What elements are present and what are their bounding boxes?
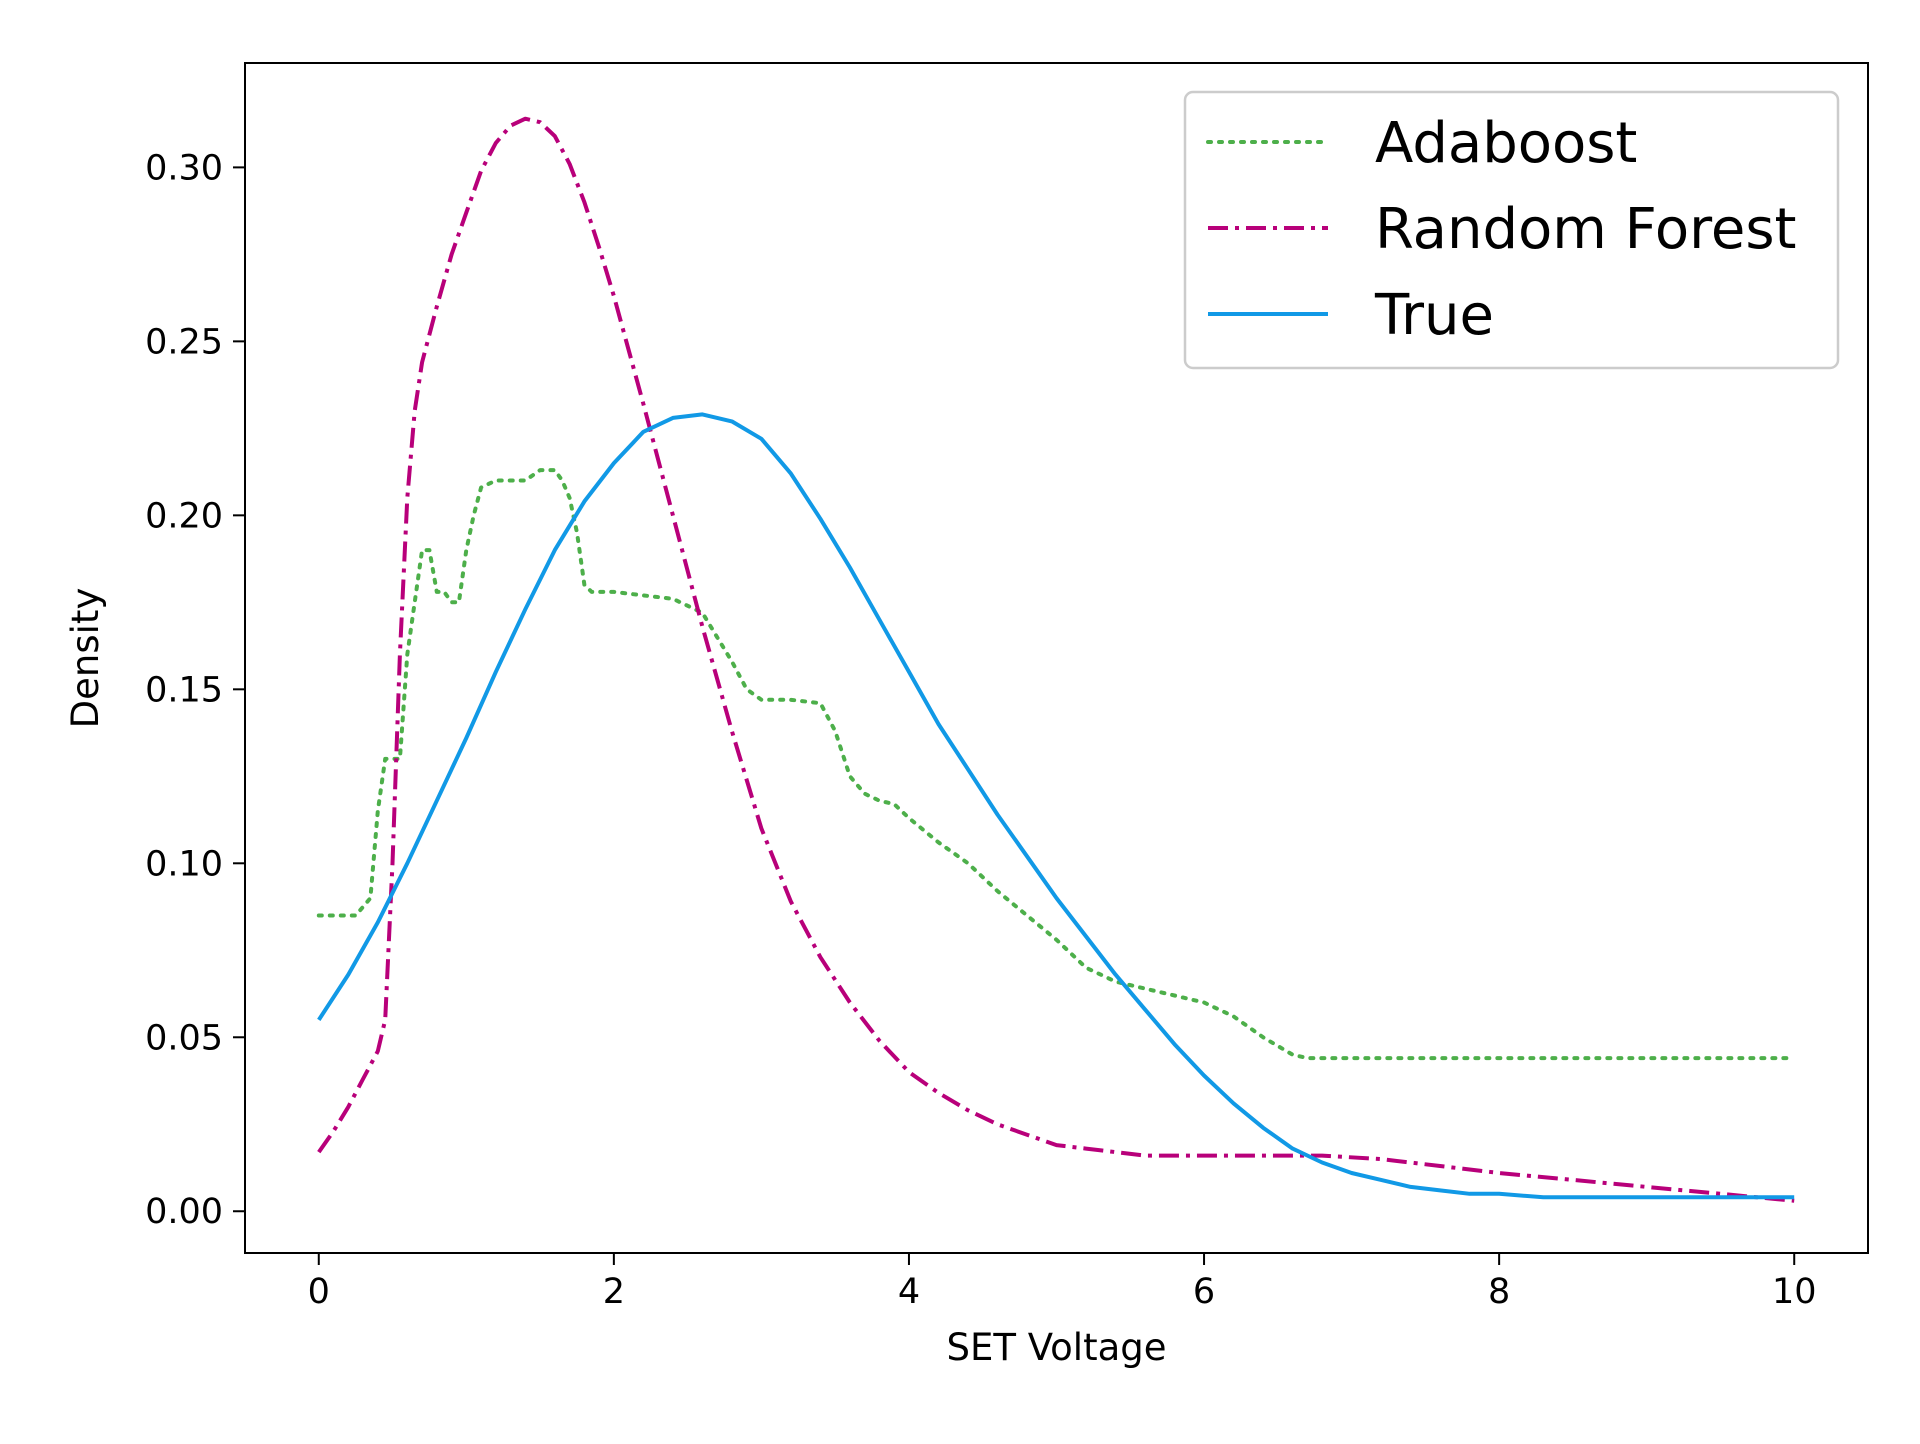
y-tick-label: 0.30	[145, 148, 223, 188]
y-tick-label: 0.05	[145, 1018, 223, 1058]
y-axis: 0.00 0.05 0.10 0.15 0.20 0.25 0.30	[145, 148, 245, 1232]
series-line-adaboost	[316, 468, 1797, 1061]
x-tick-label: 0	[308, 1272, 330, 1312]
x-tick-label: 8	[1488, 1272, 1510, 1312]
series-line-true	[317, 412, 1795, 1200]
x-tick-label: 2	[603, 1272, 625, 1312]
y-tick-label: 0.20	[145, 496, 223, 536]
series-layer	[316, 116, 1797, 1203]
series-line-random-forest	[317, 116, 1795, 1203]
legend-label: True	[1374, 283, 1494, 348]
legend-label: Random Forest	[1375, 197, 1797, 262]
x-tick-label: 6	[1193, 1272, 1215, 1312]
y-axis-label: Density	[64, 588, 107, 729]
x-axis-label: SET Voltage	[946, 1326, 1166, 1369]
y-tick-label: 0.15	[145, 670, 223, 710]
legend-label: Adaboost	[1375, 111, 1637, 176]
x-tick-label: 10	[1772, 1272, 1817, 1312]
y-tick-label: 0.00	[145, 1192, 223, 1232]
legend: Adaboost Random Forest True	[1183, 90, 1840, 370]
x-tick-label: 4	[898, 1272, 920, 1312]
y-tick-label: 0.10	[145, 844, 223, 884]
plot-frame	[244, 62, 1869, 1254]
x-axis: 0 2 4 6 8 10	[308, 1253, 1817, 1312]
legend-box	[1183, 90, 1840, 370]
y-tick-label: 0.25	[145, 322, 223, 362]
